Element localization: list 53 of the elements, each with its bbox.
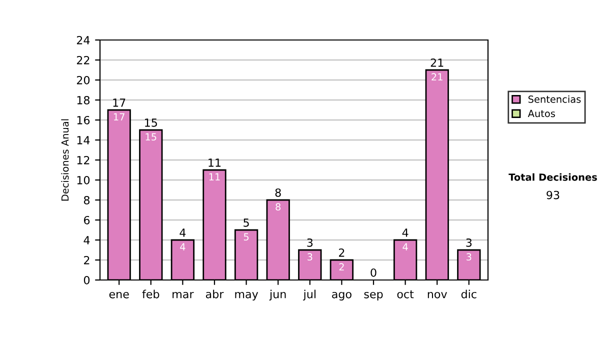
legend-label: Autos [528, 110, 555, 118]
y-tick-label: 12 [77, 156, 90, 164]
y-axis-title: Decisiones Anual [61, 119, 69, 201]
total-label: 15 [145, 118, 157, 127]
x-tick-label: feb [142, 290, 160, 298]
data-label: 4 [180, 243, 186, 250]
total-label: 8 [275, 188, 281, 197]
data-label: 8 [276, 203, 281, 211]
y-tick-label: 6 [84, 216, 90, 224]
x-tick-label: nov [428, 292, 447, 298]
x-tick-label: may [235, 292, 258, 300]
y-tick-label: 20 [76, 76, 90, 84]
total-label: 5 [244, 218, 249, 227]
y-tick-label: 18 [77, 96, 90, 104]
data-label: 3 [466, 253, 472, 261]
data-label: 5 [244, 233, 249, 241]
x-tick-label: oct [397, 290, 414, 298]
y-tick-label: 22 [76, 56, 90, 64]
y-tick-label: 4 [84, 236, 90, 244]
y-tick-label: 0 [84, 276, 90, 284]
legend-label: Sentencias [528, 95, 581, 103]
y-tick-label: 10 [77, 176, 90, 184]
x-tick-label: jul [303, 290, 316, 300]
total-label: 0 [370, 268, 376, 277]
y-tick-label: 16 [77, 116, 90, 124]
total-label: 3 [307, 238, 313, 247]
data-label: 11 [209, 173, 220, 180]
y-tick-label: 8 [84, 196, 90, 204]
y-tick-label: 2 [84, 256, 90, 264]
x-tick-label: ene [109, 292, 129, 298]
total-label: 3 [466, 238, 472, 247]
x-tick-label: abr [206, 290, 224, 298]
y-tick-label: 14 [77, 136, 90, 144]
x-tick-label: sep [364, 292, 383, 300]
text: Total Decisiones [508, 173, 597, 181]
data-label: 15 [146, 133, 156, 141]
data-label: 2 [339, 263, 344, 270]
total-label: 4 [180, 228, 186, 237]
data-label: 3 [308, 253, 312, 261]
x-tick-label: mar [172, 292, 194, 298]
text: 93 [546, 190, 560, 200]
data-label: 17 [114, 113, 124, 120]
total-label: 17 [113, 98, 126, 107]
total-label: 2 [338, 248, 344, 257]
total-label: 4 [402, 228, 408, 237]
total-label: 11 [208, 158, 221, 167]
x-tick-label: dic [461, 290, 476, 298]
data-label: 4 [402, 243, 408, 250]
x-tick-label: jun [269, 290, 286, 300]
x-tick-label: ago [332, 292, 352, 300]
data-label: 21 [432, 73, 442, 80]
total-label: 21 [430, 58, 444, 67]
y-tick-label: 24 [76, 36, 90, 44]
